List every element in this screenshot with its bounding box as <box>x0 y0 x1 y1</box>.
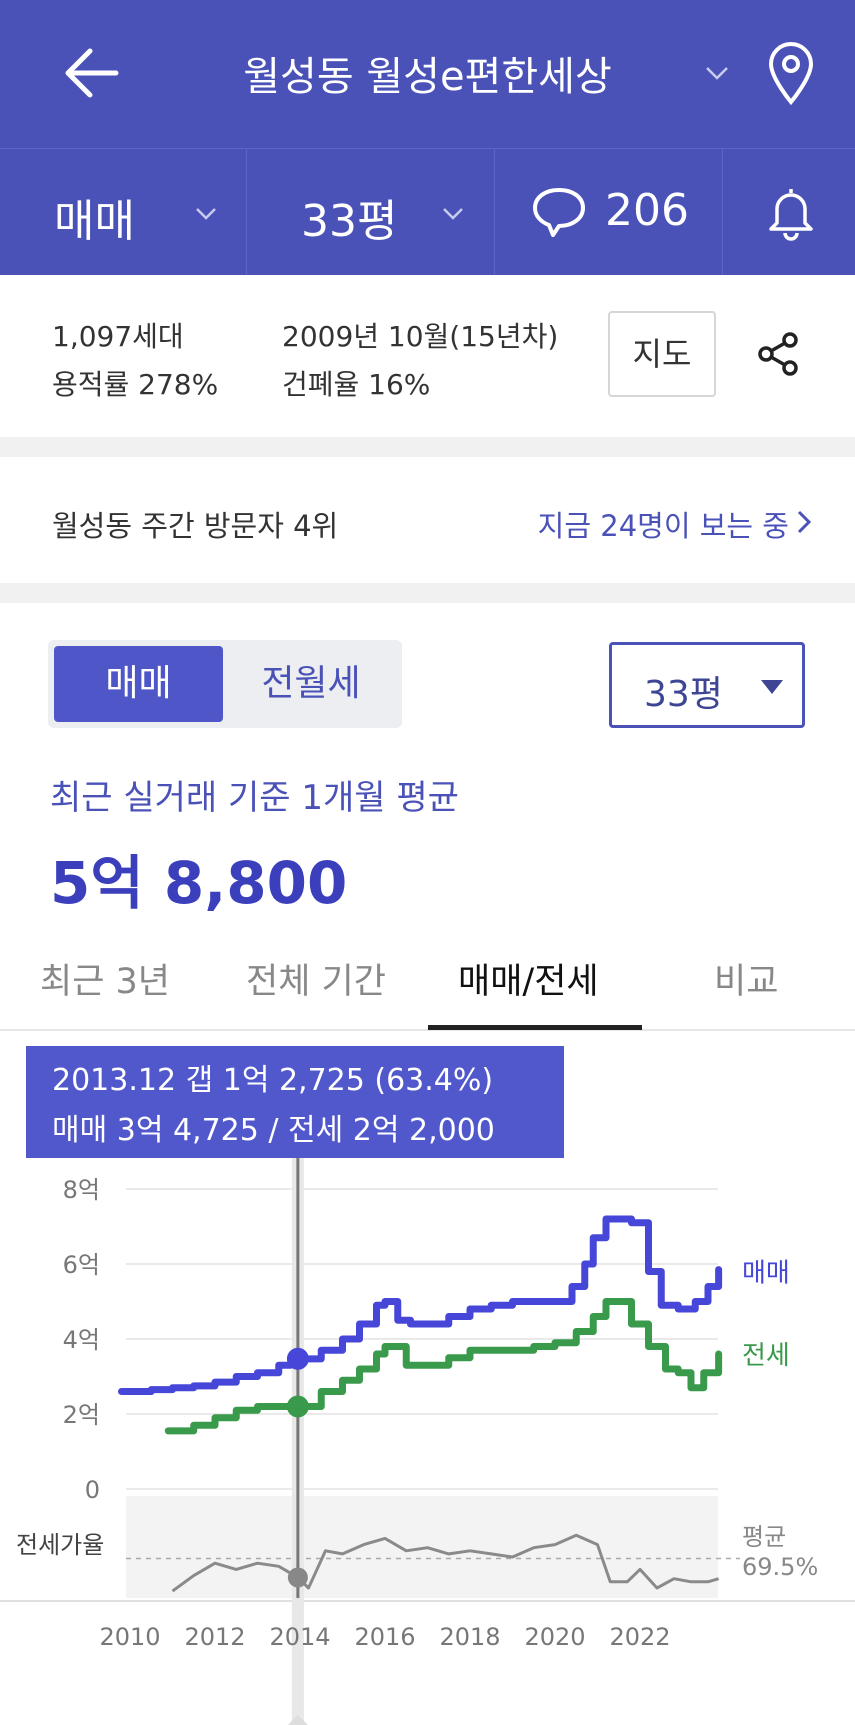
header-title-row: 월성동 월성e편한세상 <box>0 0 855 148</box>
section-divider <box>0 437 855 457</box>
price-chart-svg[interactable]: 0 2억 4억 6억 8억 2010 2012 2014 2016 2018 2020 2022 전세가… <box>0 1033 855 1725</box>
section-divider <box>0 583 855 603</box>
x-tick-label: 2018 <box>439 1623 500 1651</box>
x-tick-label: 2010 <box>99 1623 160 1651</box>
tab-recent-3y[interactable]: 최근 3년 <box>40 962 170 1002</box>
households: 1,097세대 <box>52 320 184 353</box>
building-coverage-ratio: 건폐율 16% <box>282 368 431 401</box>
series-line-sale <box>118 1215 723 1395</box>
header-filter-row: 매매 33평 206 <box>0 148 855 276</box>
ratio-line <box>171 1533 720 1593</box>
caret-down-icon <box>761 680 783 694</box>
area-dropdown-value: 33평 <box>644 674 723 715</box>
complex-info: 1,097세대 2009년 10월(15년차) 용적률 278% 건폐율 16%… <box>0 275 855 437</box>
deal-toggle: 매매 전월세 <box>48 640 402 728</box>
cursor-point-sale <box>286 1347 309 1370</box>
deal-type-label: 매매 <box>54 196 135 247</box>
ratio-average-value: 69.5% <box>742 1553 818 1581</box>
notification-button[interactable] <box>722 149 855 276</box>
cursor-point-jeonse <box>286 1395 309 1418</box>
y-tick-label: 0 <box>85 1476 100 1504</box>
cursor-handle-icon[interactable] <box>287 1715 308 1725</box>
cursor-point-ratio <box>287 1567 308 1588</box>
tooltip-gap: 2013.12 갭 1억 2,725 (63.4%) <box>52 1063 494 1098</box>
active-tab-underline <box>428 1025 642 1030</box>
comments-button[interactable]: 206 <box>494 149 722 276</box>
toggle-sale[interactable]: 매매 <box>54 646 223 722</box>
bell-icon <box>769 189 813 241</box>
tab-all-period[interactable]: 전체 기간 <box>246 962 386 1002</box>
x-tick-label: 2020 <box>524 1623 585 1651</box>
x-tick-label: 2012 <box>184 1623 245 1651</box>
visitor-rank: 월성동 주간 방문자 4위 <box>52 509 339 543</box>
x-tick-label: 2022 <box>609 1623 670 1651</box>
series-legend-label: 매매 <box>742 1259 790 1289</box>
chevron-down-icon[interactable] <box>700 56 734 90</box>
ratio-average-label: 평균 <box>742 1523 786 1551</box>
area-label: 33평 <box>301 196 398 247</box>
y-tick-label: 4억 <box>63 1326 100 1354</box>
live-viewers[interactable]: 지금 24명이 보는 중 <box>537 509 789 543</box>
location-pin-icon[interactable] <box>765 42 817 106</box>
map-button[interactable]: 지도 <box>608 311 716 397</box>
chevron-right-icon[interactable] <box>793 507 815 537</box>
x-tick-label: 2016 <box>354 1623 415 1651</box>
area-dropdown[interactable]: 33평 <box>609 642 805 728</box>
y-tick-label: 2억 <box>63 1401 100 1429</box>
comment-count: 206 <box>605 185 689 236</box>
tab-sale-jeonse[interactable]: 매매/전세 <box>458 962 599 1002</box>
tab-compare[interactable]: 비교 <box>714 962 779 1002</box>
chevron-down-icon <box>196 208 216 220</box>
floor-area-ratio: 용적률 278% <box>52 368 219 401</box>
share-icon[interactable] <box>756 331 800 377</box>
built-date: 2009년 10월(15년차) <box>282 320 559 353</box>
series-legend-label: 전세 <box>742 1341 790 1371</box>
back-arrow-icon[interactable] <box>60 42 122 104</box>
y-tick-label: 6억 <box>63 1251 100 1279</box>
chevron-down-icon <box>443 208 463 220</box>
speech-bubble-icon <box>533 188 585 237</box>
price-chart[interactable]: 0 2억 4억 6억 8억 2010 2012 2014 2016 2018 2020 2022 전세가… <box>0 1033 855 1725</box>
y-tick-label: 8억 <box>63 1176 100 1204</box>
chart-tabs: 최근 3년 전체 기간 매매/전세 비교 <box>0 935 855 1031</box>
tooltip-prices: 매매 3억 4,725 / 전세 2억 2,000 <box>52 1113 495 1148</box>
price-caption: 최근 실거래 기준 1개월 평균 <box>50 778 459 818</box>
chart-tooltip: 2013.12 갭 1억 2,725 (63.4%) 매매 3억 4,725 /… <box>26 1046 564 1158</box>
average-price: 5억 8,800 <box>50 849 348 917</box>
visitor-rank-row[interactable]: 월성동 주간 방문자 4위 지금 24명이 보는 중 <box>0 457 855 583</box>
ratio-label: 전세가율 <box>16 1531 104 1559</box>
toggle-rent[interactable]: 전월세 <box>261 663 361 704</box>
app-header: 월성동 월성e편한세상 매매 33평 206 <box>0 0 855 276</box>
x-tick-label: 2014 <box>269 1623 330 1651</box>
complex-title[interactable]: 월성동 월성e편한세상 <box>243 54 612 100</box>
deal-type-selector[interactable]: 매매 <box>0 149 246 276</box>
series-line-jeonse <box>164 1298 723 1435</box>
area-selector[interactable]: 33평 <box>246 149 494 276</box>
